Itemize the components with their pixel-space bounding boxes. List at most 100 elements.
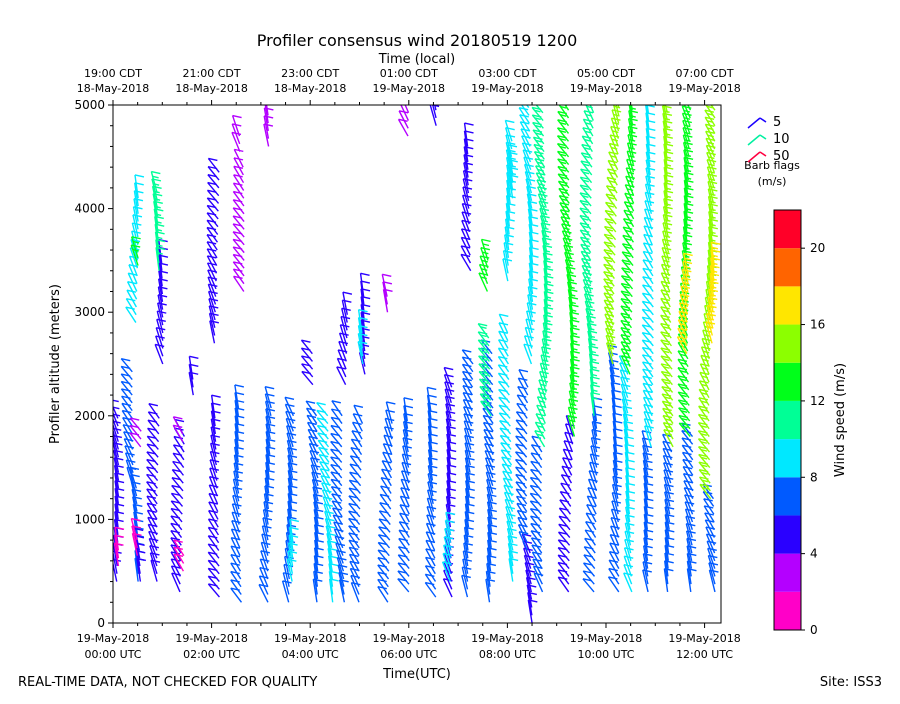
wind-barb: [520, 105, 530, 116]
colorbar-tick-label: 16: [810, 318, 825, 332]
barb-legend-units: (m/s): [758, 175, 787, 188]
wind-barb: [606, 176, 618, 194]
wind-barb: [583, 546, 596, 562]
wind-barb: [359, 272, 370, 297]
x-tick-time: 10:00 UTC: [577, 648, 634, 661]
wind-barb: [498, 313, 509, 334]
wind-barb: [443, 366, 454, 388]
profile-column: [330, 291, 353, 603]
wind-barb: [624, 514, 635, 538]
wind-barb: [515, 427, 528, 443]
wind-barb: [207, 535, 220, 551]
wind-barb: [146, 473, 158, 489]
wind-barb: [234, 384, 244, 409]
site-label: Site: ISS3: [820, 675, 882, 690]
barb-legend-title: Barb flags: [744, 159, 800, 172]
wind-barb: [518, 368, 529, 388]
wind-barb: [231, 114, 242, 137]
wind-barb: [698, 397, 710, 414]
wind-barb: [207, 583, 220, 598]
wind-barb: [206, 189, 220, 204]
wind-barb: [206, 204, 219, 220]
profile-column: [697, 105, 721, 593]
wind-barb: [172, 416, 184, 435]
wind-barb: [642, 259, 654, 277]
wind-barb: [351, 421, 363, 440]
wind-barb: [608, 567, 620, 585]
wind-barb: [523, 335, 534, 357]
wind-barb: [558, 515, 571, 531]
profile-column: [129, 417, 146, 582]
profile-column: [460, 122, 475, 598]
wind-barb: [206, 212, 219, 228]
wind-barb: [348, 487, 361, 502]
wind-barb: [397, 118, 409, 137]
top-tick-time: 03:00 CDT: [478, 67, 536, 80]
wind-barb: [529, 484, 542, 500]
colorbar-bin: [774, 553, 801, 592]
wind-barb: [484, 457, 495, 479]
wind-barb: [146, 488, 158, 505]
wind-barb: [173, 435, 185, 453]
profile-column: [515, 105, 539, 623]
colorbar-bin: [774, 286, 801, 325]
wind-barb: [149, 545, 160, 567]
wind-barb: [642, 267, 654, 285]
colorbar-bin: [774, 477, 801, 516]
wind-barb: [285, 417, 296, 440]
wind-barb: [231, 123, 242, 145]
wind-barb: [130, 517, 141, 541]
wind-barb: [500, 449, 513, 466]
profile-column: [529, 105, 554, 593]
top-tick-date: 19-May-2018: [668, 82, 740, 95]
wind-barb: [445, 511, 456, 536]
wind-barb: [585, 512, 597, 531]
wind-barb: [330, 440, 343, 456]
wind-barb: [534, 430, 546, 448]
wind-barb: [622, 218, 635, 235]
wind-barb: [330, 432, 343, 448]
wind-barb: [113, 406, 120, 427]
wind-barb: [113, 399, 119, 419]
wind-barb: [705, 105, 716, 119]
colorbar-bin: [774, 439, 801, 478]
wind-barb: [232, 238, 245, 254]
barb-legend-swatch: [747, 117, 761, 129]
profile-column: [603, 105, 623, 593]
wind-barb: [207, 518, 220, 536]
wind-barb: [641, 339, 654, 355]
wind-barb: [584, 537, 596, 554]
wind-barb: [444, 519, 455, 543]
wind-barb: [232, 223, 245, 238]
wind-barb: [533, 143, 545, 160]
wind-barb: [707, 547, 717, 569]
wind-barb: [429, 105, 440, 126]
profile-column: [120, 174, 145, 582]
quality-note: REAL-TIME DATA, NOT CHECKED FOR QUALITY: [18, 675, 317, 690]
wind-barb: [516, 402, 528, 419]
wind-barb: [207, 181, 220, 197]
top-tick-date: 19-May-2018: [373, 82, 445, 95]
wind-barb: [351, 430, 363, 448]
wind-barb: [463, 413, 474, 435]
wind-barb: [129, 417, 142, 432]
wind-barb: [620, 326, 632, 344]
wind-barb: [312, 578, 323, 603]
barb-legend-label: 5: [773, 115, 781, 130]
wind-barb: [661, 400, 674, 417]
wind-barb: [231, 511, 242, 533]
colorbar-tick-label: 8: [810, 470, 818, 484]
wind-barb: [619, 369, 630, 391]
wind-barb: [383, 426, 394, 448]
wind-barb: [348, 539, 360, 557]
wind-barb: [442, 552, 453, 575]
wind-barb: [463, 161, 474, 186]
profile-column: [258, 105, 276, 603]
wind-barb: [461, 349, 474, 365]
wind-barb: [331, 493, 343, 510]
profile-column: [676, 105, 697, 593]
wind-barb: [498, 404, 511, 419]
wind-barb: [377, 585, 389, 603]
wind-barb: [348, 502, 361, 518]
wind-barb: [399, 512, 410, 531]
